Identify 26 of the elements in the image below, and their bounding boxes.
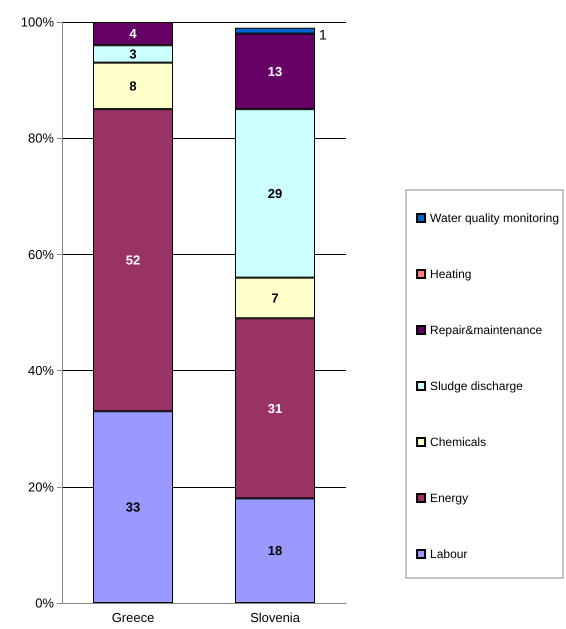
data-label: 18 (268, 543, 282, 558)
y-tick-label: 80% (28, 130, 54, 146)
y-tick-label: 20% (28, 479, 54, 494)
data-label: 1 (319, 26, 327, 43)
x-tick-label: Slovenia (250, 610, 301, 625)
data-label: 3 (129, 46, 137, 62)
data-label: 13 (268, 64, 282, 79)
legend-label: Sludge discharge (430, 379, 524, 393)
y-tick-label: 40% (28, 363, 54, 378)
data-label: 29 (268, 186, 282, 201)
legend-label: Energy (430, 491, 468, 505)
legend-label: Water quality monitoring (430, 211, 560, 225)
legend-label: Repair&maintenance (430, 323, 542, 337)
y-tick-label: 100% (20, 14, 54, 30)
legend-label: Labour (430, 547, 468, 561)
legend-label: Heating (430, 267, 472, 281)
legend-label: Chemicals (430, 435, 486, 449)
x-tick-label: Greece (112, 610, 154, 625)
data-label: 33 (126, 500, 140, 515)
y-tick-label: 0% (35, 596, 54, 610)
data-label: 4 (129, 26, 138, 42)
data-label: 7 (271, 290, 279, 306)
data-label: 52 (126, 252, 140, 268)
y-tick-label: 60% (28, 246, 54, 262)
data-label: 31 (268, 400, 282, 416)
data-label: 8 (129, 78, 137, 94)
